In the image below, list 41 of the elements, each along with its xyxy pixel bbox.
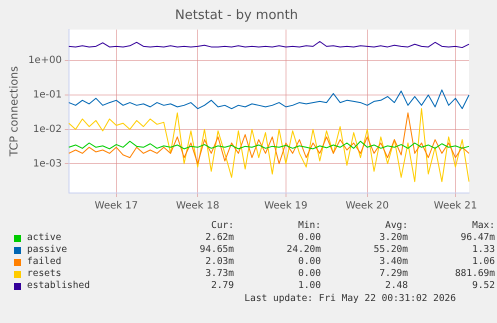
x-tick-label: Week 17 [94, 200, 138, 212]
text: 3.40m [378, 256, 408, 268]
text: 0.00 [297, 256, 321, 268]
text: 2.79 [210, 280, 234, 292]
text: 2.62m [204, 232, 234, 244]
legend-label: resets [27, 268, 62, 280]
text: 881.69m [454, 268, 495, 280]
legend-label: active [27, 232, 62, 244]
legend-label: passive [27, 244, 68, 256]
x-tick-label: Week 19 [264, 200, 308, 212]
chart-title: Netstat - by month [175, 8, 298, 24]
x-tick-label: Week 18 [176, 200, 220, 212]
text: Avg: [384, 220, 408, 232]
text: 1.00 [297, 280, 321, 292]
text: 2.48 [384, 280, 408, 292]
y-axis-title: TCP connections [7, 66, 20, 158]
text: 0.00 [297, 268, 321, 280]
y-tick-label: 1e-01 [32, 90, 62, 101]
text: 3.73m [204, 268, 234, 280]
text: Cur: [210, 220, 234, 232]
text: 7.29m [378, 268, 408, 280]
text: 2.03m [204, 256, 234, 268]
x-tick-label: Week 21 [434, 200, 478, 212]
text: 96.47m [460, 232, 495, 244]
text: 55.20m [372, 244, 408, 256]
text: 1.33 [471, 244, 495, 256]
text: 3.20m [378, 232, 408, 244]
text: 24.20m [286, 244, 321, 256]
text: 0.00 [297, 232, 321, 244]
text: 94.65m [198, 244, 234, 256]
text: Last update: Fri May 22 00:31:02 2026 [243, 292, 457, 306]
legend-label: failed [27, 256, 62, 268]
text: Min: [297, 220, 321, 232]
y-tick-label: 1e-02 [32, 124, 62, 135]
text: 1.06 [471, 256, 495, 268]
text: 9.52 [471, 280, 495, 292]
text: Max: [471, 220, 495, 232]
legend-label: established [27, 280, 91, 292]
y-tick-label: 1e-03 [32, 158, 62, 170]
y-tick-label: 1e+00 [28, 55, 62, 66]
x-tick-label: Week 20 [346, 200, 389, 212]
